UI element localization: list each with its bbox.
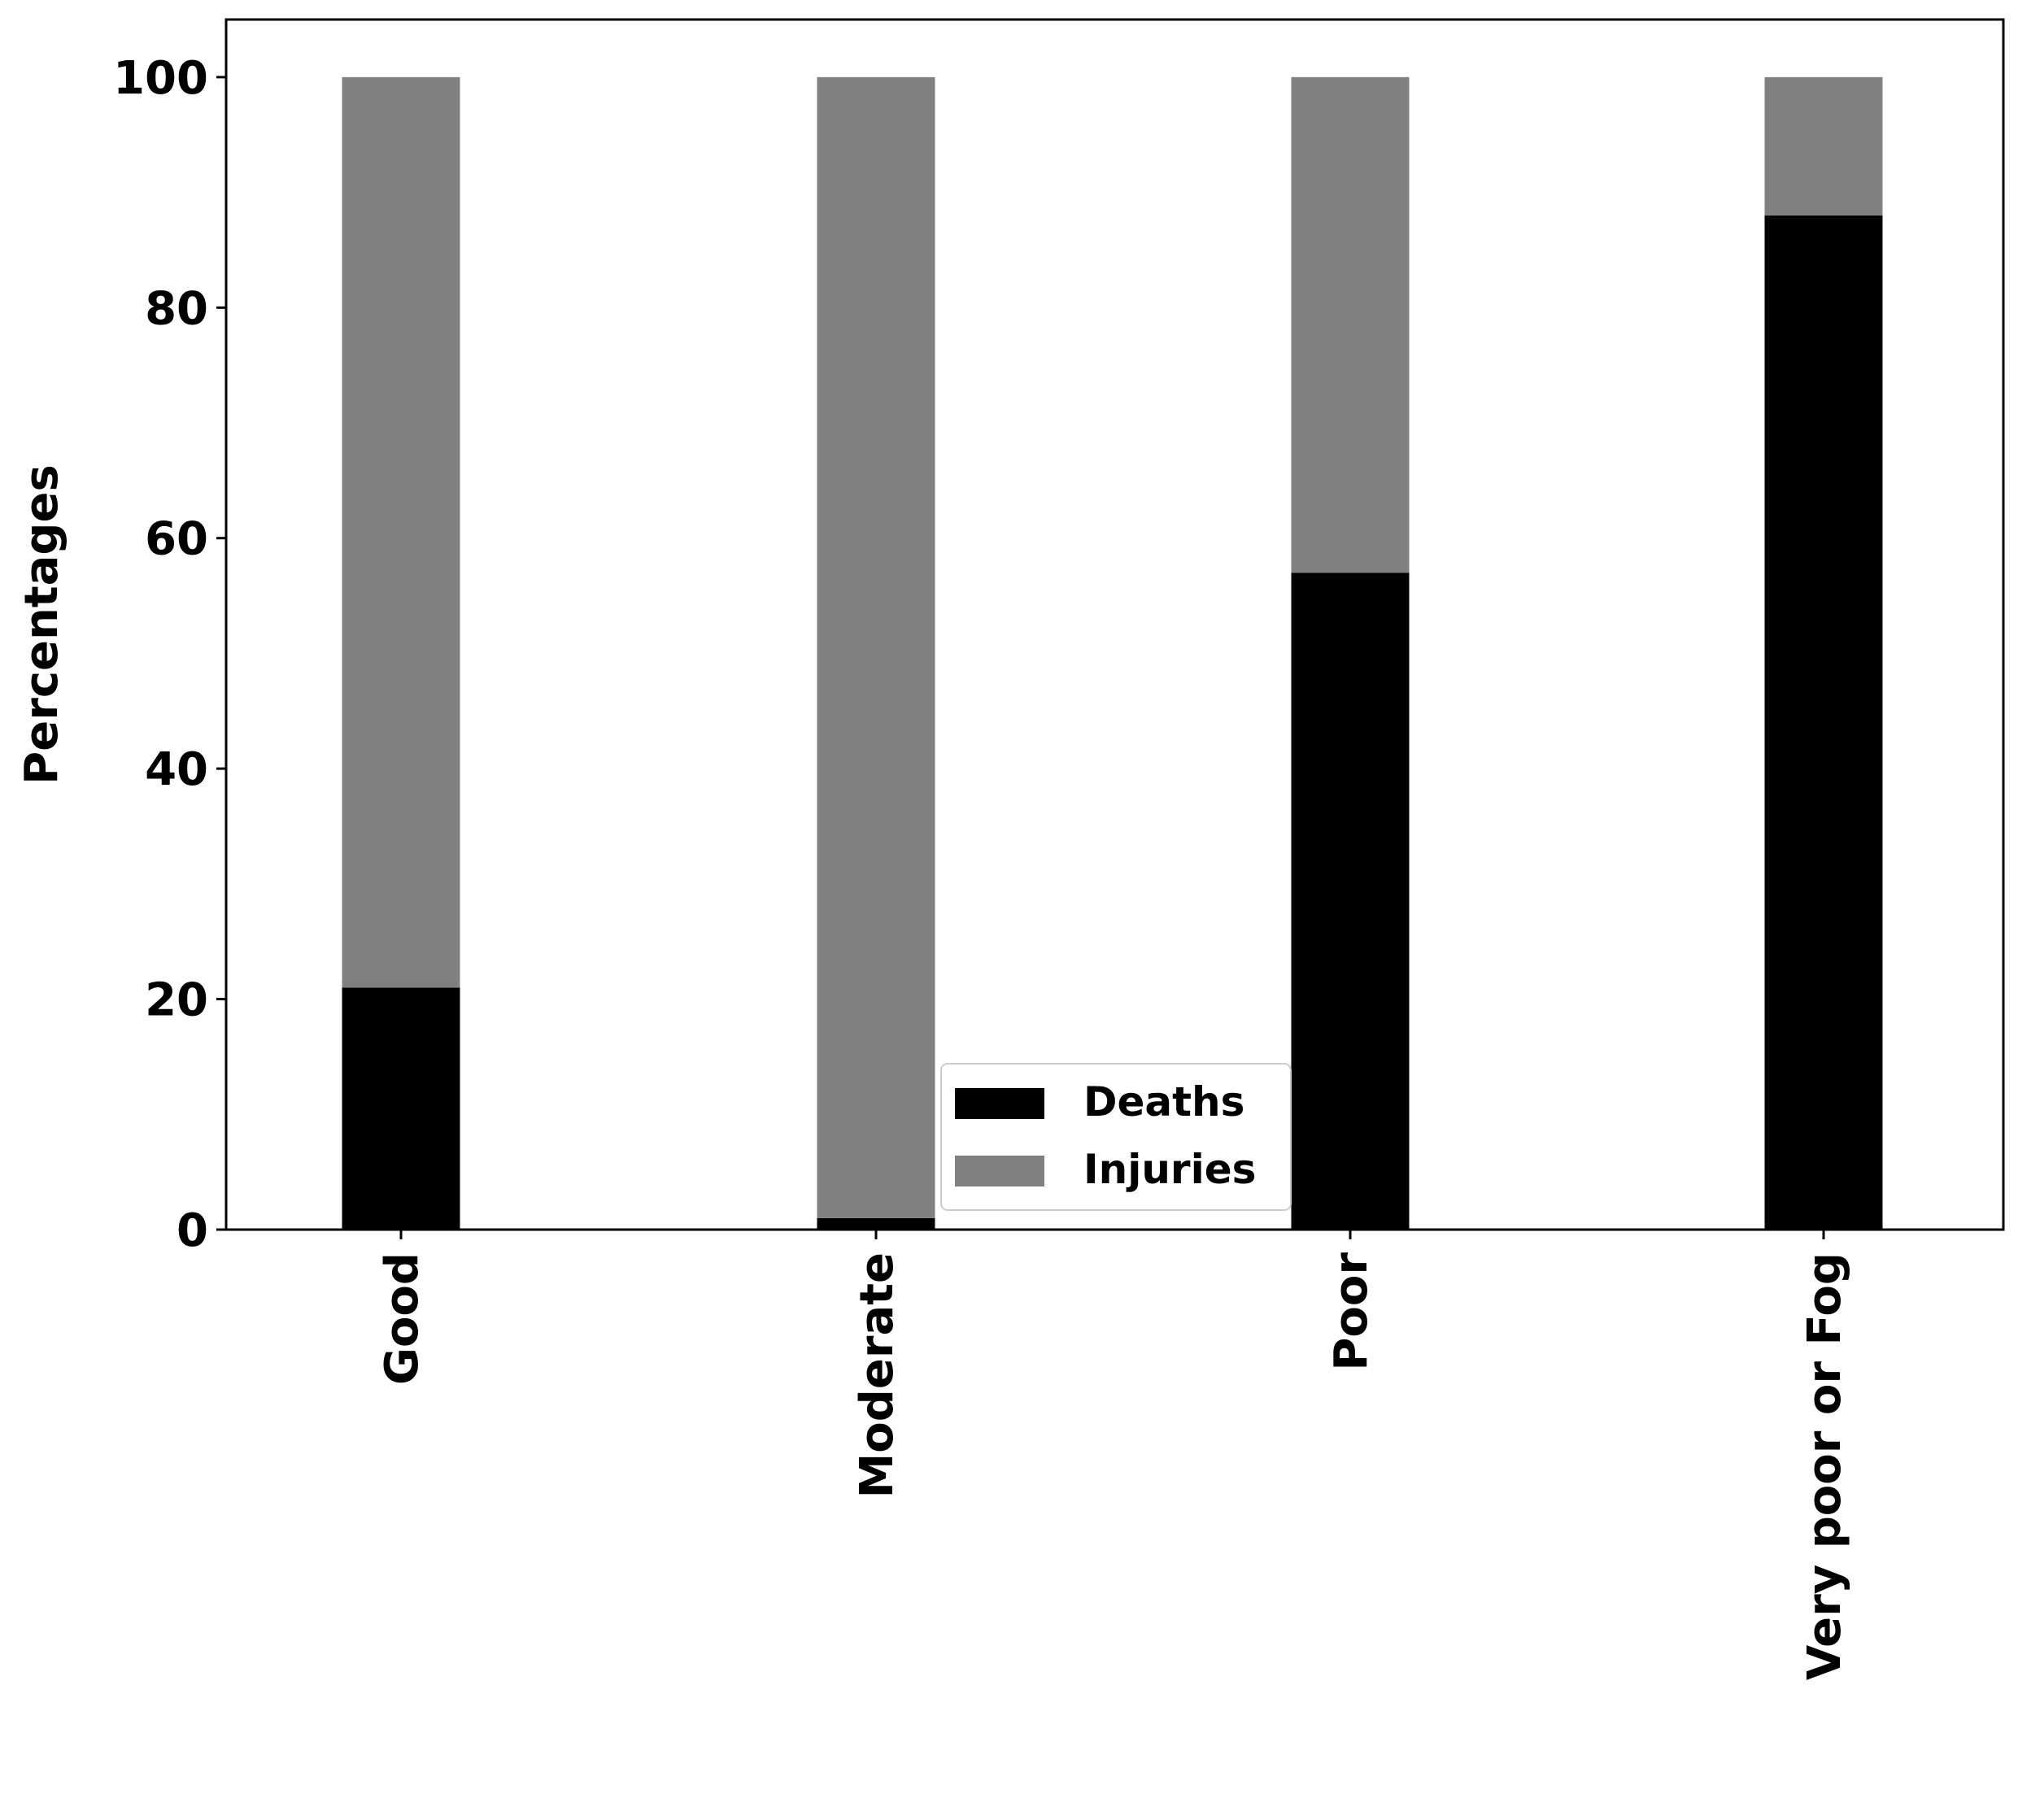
bar-deaths-moderate <box>817 1217 935 1230</box>
bar-injuries-poor <box>1291 76 1410 573</box>
y-tick-label: 80 <box>145 282 208 335</box>
bar-deaths-very-poor-or-fog <box>1764 215 1883 1230</box>
bar-deaths-good <box>342 987 460 1230</box>
y-tick-label: 0 <box>177 1204 208 1257</box>
x-tick-label: Moderate <box>851 1252 904 1498</box>
y-tick-label: 60 <box>145 513 208 566</box>
y-tick-label: 40 <box>145 743 208 796</box>
x-tick-label: Very poor or Fog <box>1798 1252 1851 1680</box>
bar-deaths-poor <box>1291 573 1410 1230</box>
y-axis: 0 20 40 60 80 100 <box>113 52 226 1257</box>
legend-swatch-deaths <box>955 1088 1044 1119</box>
plot-frame <box>224 18 2005 1231</box>
x-tick-label: Poor <box>1325 1252 1378 1371</box>
x-tick-label: Good <box>376 1252 429 1385</box>
x-axis: Good Moderate Poor Very poor or Fog <box>376 1230 1851 1680</box>
y-axis-title: Percentages <box>15 464 68 785</box>
legend-label-injuries: Injuries <box>1083 1146 1256 1193</box>
y-tick-label: 20 <box>145 974 208 1027</box>
bar-injuries-good <box>342 76 460 988</box>
legend: Deaths Injuries <box>940 1063 1292 1211</box>
legend-swatch-injuries <box>955 1156 1044 1186</box>
legend-label-deaths: Deaths <box>1083 1078 1244 1126</box>
y-tick-label: 100 <box>113 52 208 105</box>
bar-injuries-moderate <box>817 76 935 1218</box>
bar-injuries-very-poor-or-fog <box>1764 76 1883 216</box>
bars-layer <box>342 76 1883 1230</box>
